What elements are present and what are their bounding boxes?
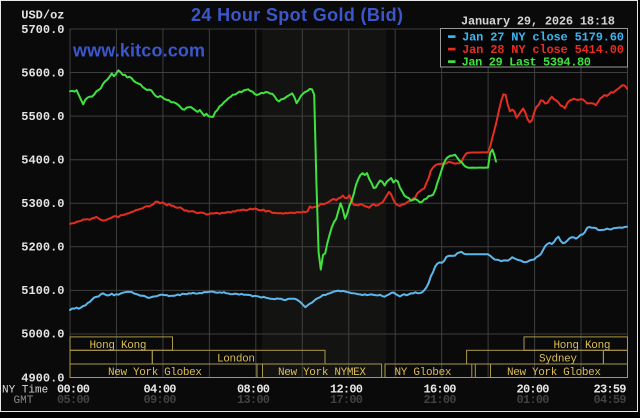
svg-text:5200.0: 5200.0 (21, 241, 64, 255)
svg-text:New York NYMEX: New York NYMEX (278, 367, 366, 379)
svg-text:24 Hour Spot Gold (Bid): 24 Hour Spot Gold (Bid) (191, 5, 403, 25)
svg-text:January 29, 2026 18:18: January 29, 2026 18:18 (461, 15, 615, 29)
svg-text:- Jan 27 NY close 5179.60: - Jan 27 NY close 5179.60 (448, 31, 624, 45)
svg-text:5700.0: 5700.0 (21, 23, 64, 37)
svg-text:4900.0: 4900.0 (21, 371, 64, 385)
svg-text:16:00: 16:00 (424, 383, 457, 397)
svg-text:13:00: 13:00 (237, 393, 270, 407)
svg-text:GMT: GMT (14, 395, 34, 407)
svg-text:5100.0: 5100.0 (21, 284, 64, 298)
svg-text:23:59: 23:59 (594, 383, 627, 397)
svg-text:5500.0: 5500.0 (21, 110, 64, 124)
svg-text:08:00: 08:00 (237, 383, 270, 397)
svg-text:5300.0: 5300.0 (21, 197, 64, 211)
svg-text:21:00: 21:00 (424, 393, 457, 407)
svg-text:20:00: 20:00 (517, 383, 550, 397)
svg-text:USD/oz: USD/oz (21, 9, 64, 23)
svg-text:12:00: 12:00 (330, 383, 363, 397)
svg-text:New York Globex: New York Globex (108, 367, 202, 379)
svg-text:01:00: 01:00 (517, 393, 550, 407)
svg-text:5600.0: 5600.0 (21, 66, 64, 80)
svg-text:NY Time: NY Time (2, 384, 48, 396)
svg-text:09:00: 09:00 (144, 393, 177, 407)
svg-text:04:00: 04:00 (144, 383, 177, 397)
svg-text:- Jan 29 Last 5394.80: - Jan 29 Last 5394.80 (448, 56, 591, 70)
svg-text:New York Globex: New York Globex (507, 367, 601, 379)
svg-text:17:00: 17:00 (330, 393, 363, 407)
svg-text:5400.0: 5400.0 (21, 154, 64, 168)
svg-text:NY Globex: NY Globex (395, 367, 452, 379)
svg-text:05:00: 05:00 (57, 393, 90, 407)
svg-text:Sydney: Sydney (539, 353, 577, 365)
svg-text:Hong Kong: Hong Kong (90, 340, 147, 352)
svg-text:Hong Kong: Hong Kong (554, 340, 611, 352)
svg-text:00:00: 00:00 (57, 383, 90, 397)
svg-text:London: London (217, 353, 255, 365)
svg-text:5000.0: 5000.0 (21, 328, 64, 342)
svg-text:- Jan 28 NY close 5414.00: - Jan 28 NY close 5414.00 (448, 43, 624, 57)
svg-text:04:59: 04:59 (594, 393, 627, 407)
svg-text:www.kitco.com: www.kitco.com (72, 41, 205, 61)
